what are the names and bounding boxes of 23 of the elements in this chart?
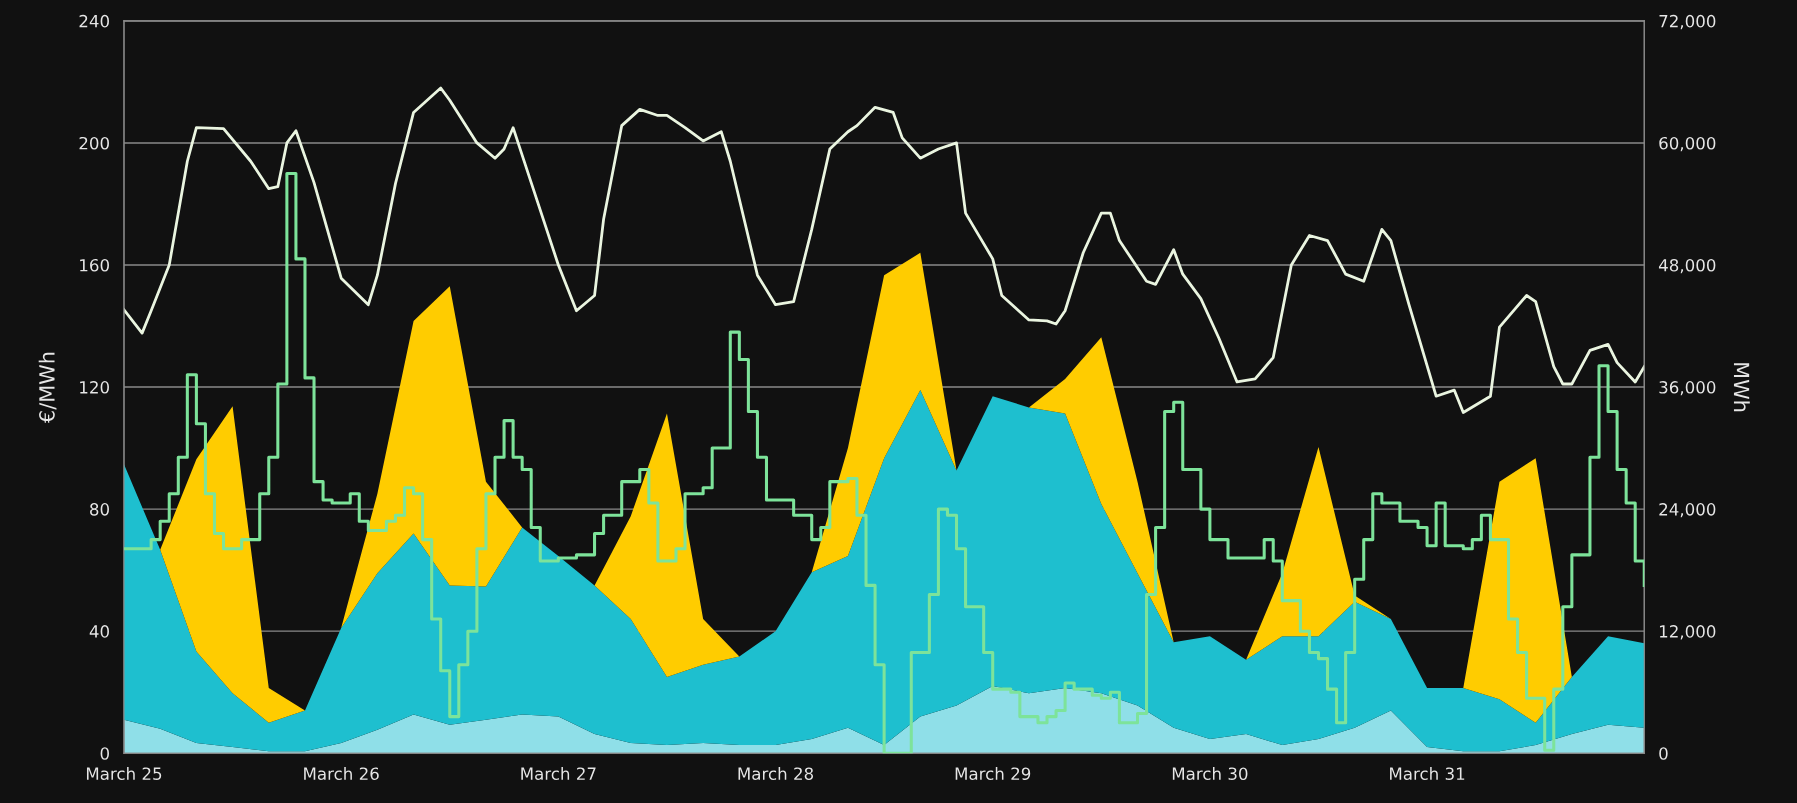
y2-tick-label: 12,000 — [1659, 625, 1716, 640]
y2-axis-title: MWh — [1733, 363, 1750, 412]
y-tick-label: 200 — [79, 136, 109, 150]
x-tick-label: March 28 — [738, 767, 814, 780]
x-tick-label: March 30 — [1172, 767, 1248, 780]
x-tick-label: March 31 — [1390, 767, 1465, 780]
y-axis-title: €/MWh — [38, 352, 57, 424]
y2-tick-label: 48,000 — [1658, 258, 1716, 274]
y-tick-label: 40 — [89, 625, 109, 638]
y-tick-label: 160 — [80, 258, 109, 272]
y-tick-label: 0 — [100, 747, 109, 760]
y-tick-label: 120 — [80, 381, 109, 394]
y2-tick-label: 36,000 — [1659, 381, 1716, 396]
y-tick-label: 80 — [90, 503, 109, 516]
y2-tick-label: 72,000 — [1659, 14, 1716, 30]
y-tick-label: 240 — [79, 14, 109, 28]
y2-tick-label: 0 — [1659, 747, 1668, 760]
x-tick-label: March 27 — [521, 767, 596, 780]
y2-tick-label: 60,000 — [1659, 136, 1716, 152]
y2-tick-label: 24,000 — [1659, 503, 1716, 518]
x-tick-label: March 25 — [86, 767, 162, 780]
x-tick-label: March 26 — [304, 767, 379, 780]
x-tick-label: March 29 — [955, 767, 1031, 780]
